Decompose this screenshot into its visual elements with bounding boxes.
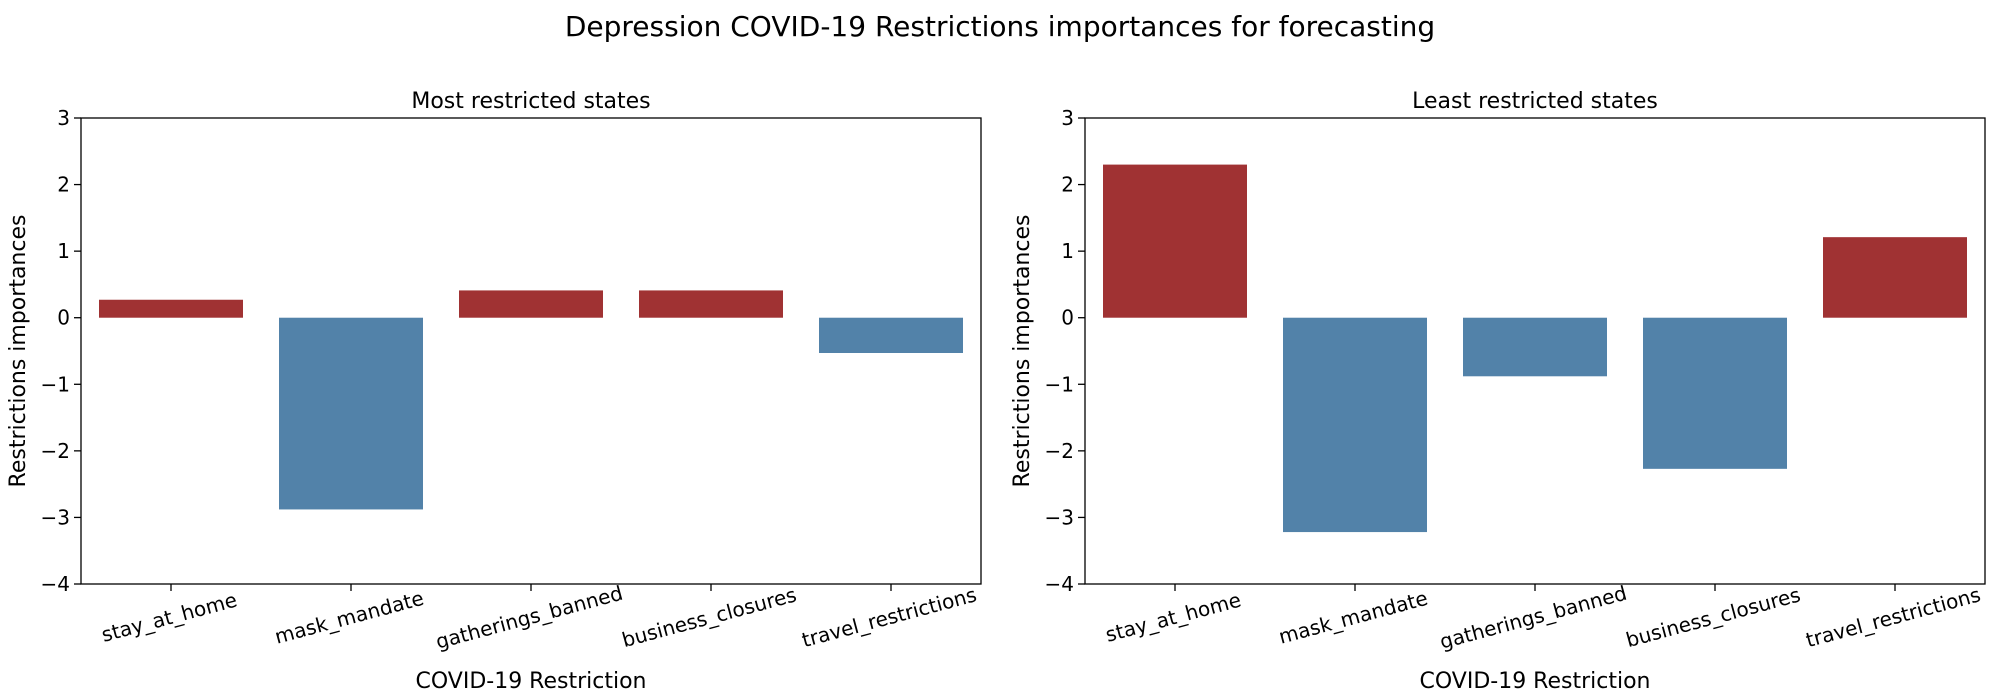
x-tick-label: travel_restrictions: [799, 582, 979, 652]
y-axis: −4 −3 −2 −1 0 1 2 3: [41, 106, 81, 596]
x-tick-label: travel_restrictions: [1803, 582, 1983, 652]
bars: [99, 290, 963, 510]
x-tick-label: stay_at_home: [1103, 588, 1244, 647]
panel-most-restricted: Most restricted states COVID-19 Restrict…: [6, 89, 982, 694]
y-tick-label: 1: [1061, 239, 1074, 263]
x-axis: stay_at_home mask_mandate gatherings_banne…: [1103, 581, 1983, 654]
x-tick-label: mask_mandate: [272, 586, 426, 649]
y-tick-label: −2: [41, 439, 70, 463]
x-tick-label: gatherings_banned: [1437, 581, 1629, 654]
x-axis-label: COVID-19 Restriction: [415, 669, 646, 694]
y-tick-label: −1: [1045, 372, 1074, 396]
y-tick-label: −3: [41, 505, 70, 529]
y-tick-label: 0: [1061, 306, 1074, 330]
y-tick-label: −4: [1045, 572, 1074, 596]
panel-least-restricted: Least restricted states COVID-19 Restric…: [1010, 89, 1986, 694]
bar-business-closures: [639, 290, 783, 318]
bar-travel-restrictions: [1823, 237, 1967, 318]
y-tick-label: 3: [57, 106, 70, 130]
bar-stay-at-home: [1103, 164, 1247, 318]
panel-title: Least restricted states: [1412, 89, 1658, 114]
bar-business-closures: [1643, 317, 1787, 469]
bar-gatherings-banned: [1463, 317, 1607, 377]
x-tick-label: stay_at_home: [99, 588, 240, 647]
y-tick-label: 2: [57, 173, 70, 197]
bar-stay-at-home: [99, 299, 243, 318]
bar-gatherings-banned: [459, 290, 603, 318]
y-tick-label: −4: [41, 572, 70, 596]
y-axis-label: Restrictions importances: [1010, 215, 1035, 488]
y-axis-label: Restrictions importances: [6, 215, 31, 488]
plot-frame: [80, 117, 982, 585]
x-tick-label: business_closures: [619, 582, 799, 652]
plot-frame: [1084, 117, 1986, 585]
x-tick-label: business_closures: [1623, 582, 1803, 652]
y-tick-label: −1: [41, 372, 70, 396]
bars: [1103, 164, 1967, 533]
y-tick-label: 2: [1061, 173, 1074, 197]
bar-mask-mandate: [1283, 317, 1427, 533]
y-tick-label: −2: [1045, 439, 1074, 463]
y-axis: −4 −3 −2 −1 0 1 2 3: [1045, 106, 1085, 596]
y-tick-label: 0: [57, 306, 70, 330]
x-tick-label: mask_mandate: [1276, 586, 1430, 649]
x-axis-label: COVID-19 Restriction: [1419, 669, 1650, 694]
y-tick-label: 1: [57, 239, 70, 263]
bar-mask-mandate: [279, 317, 423, 510]
panel-title: Most restricted states: [411, 89, 650, 114]
x-axis: stay_at_home mask_mandate gatherings_banne…: [99, 581, 979, 654]
y-tick-label: −3: [1045, 505, 1074, 529]
x-tick-label: gatherings_banned: [433, 581, 625, 654]
bar-travel-restrictions: [819, 317, 963, 353]
y-tick-label: 3: [1061, 106, 1074, 130]
figure-title: Depression COVID-19 Restrictions importa…: [565, 10, 1435, 43]
